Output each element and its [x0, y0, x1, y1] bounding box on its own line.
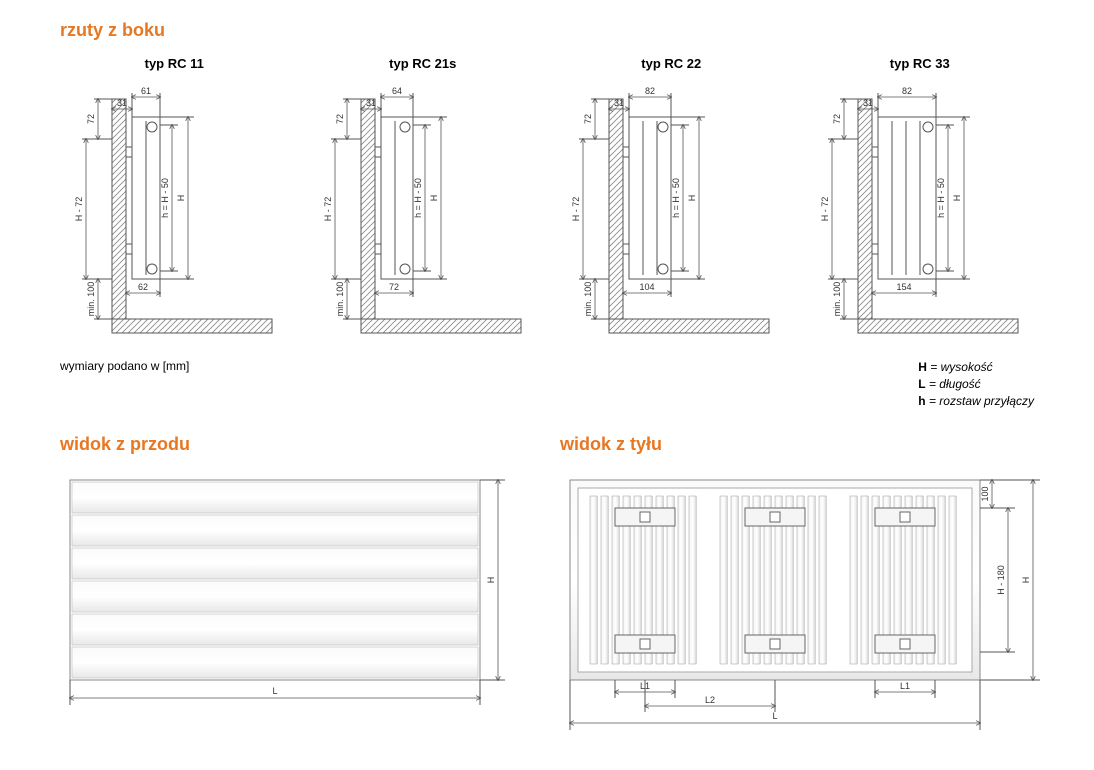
legend-H-desc: = wysokość [930, 360, 992, 374]
back-view-diagram: H H - 180 100 L L1 L1 [560, 470, 1060, 750]
svg-text:82: 82 [645, 86, 655, 96]
svg-text:82: 82 [902, 86, 912, 96]
back-view-col: widok z tyłu H H - 180 100 [560, 434, 1060, 750]
svg-text:104: 104 [640, 282, 655, 292]
svg-text:H - 72: H - 72 [820, 197, 830, 222]
legend: H = wysokość L = długość h = rozstaw prz… [918, 359, 1034, 409]
side-diagram: 82 31 72 H - 72 min. 100 104 h = H - 50 H [561, 79, 781, 349]
svg-text:64: 64 [392, 86, 402, 96]
legend-h-symbol: h [918, 394, 925, 408]
svg-text:L2: L2 [705, 695, 715, 705]
svg-text:H: H [1021, 577, 1031, 584]
svg-text:L: L [272, 686, 277, 696]
legend-H-symbol: H [918, 360, 927, 374]
side-diagram: 61 31 72 H - 72 min. 100 62 h = H - 50 H [64, 79, 284, 349]
front-view-col: widok z przodu H L [60, 434, 530, 750]
front-view-diagram: H L [60, 470, 530, 730]
svg-text:62: 62 [138, 282, 148, 292]
side-diagram: 64 31 72 H - 72 min. 100 72 h = H - 50 H [313, 79, 533, 349]
type-label: typ RC 11 [60, 56, 289, 71]
side-view: typ RC 11 61 31 72 H - 72 min. 100 62 h = H - 5… [60, 56, 289, 349]
side-diagram: 82 31 72 H - 72 min. 100 154 h = H - 50 H [810, 79, 1030, 349]
section-title-side: rzuty z boku [60, 20, 1034, 41]
svg-text:min. 100: min. 100 [86, 282, 96, 317]
side-view: typ RC 21s 64 31 72 H - 72 min. 100 72 h = H - … [309, 56, 538, 349]
legend-L-desc: = długość [929, 377, 981, 391]
svg-text:h = H - 50: h = H - 50 [413, 178, 423, 218]
section-title-back: widok z tyłu [560, 434, 1060, 455]
svg-text:100: 100 [980, 487, 990, 502]
section-title-front: widok z przodu [60, 434, 530, 455]
type-label: typ RC 21s [309, 56, 538, 71]
svg-text:31: 31 [614, 98, 624, 108]
svg-text:h = H - 50: h = H - 50 [671, 178, 681, 218]
svg-text:h = H - 50: h = H - 50 [160, 178, 170, 218]
svg-text:31: 31 [366, 98, 376, 108]
svg-text:min. 100: min. 100 [583, 282, 593, 317]
side-view: typ RC 33 82 31 72 H - 72 min. 100 154 h = H - … [806, 56, 1035, 349]
svg-text:72: 72 [583, 114, 593, 124]
svg-text:72: 72 [335, 114, 345, 124]
footer-row: wymiary podano w [mm] H = wysokość L = d… [60, 359, 1034, 409]
bottom-row: widok z przodu H L widok z tyłu [60, 434, 1034, 750]
type-label: typ RC 33 [806, 56, 1035, 71]
svg-text:H: H [486, 577, 496, 584]
svg-text:31: 31 [863, 98, 873, 108]
svg-text:H: H [687, 195, 697, 202]
svg-text:31: 31 [117, 98, 127, 108]
svg-text:H: H [176, 195, 186, 202]
svg-text:min. 100: min. 100 [832, 282, 842, 317]
svg-text:72: 72 [832, 114, 842, 124]
side-view: typ RC 22 82 31 72 H - 72 min. 100 104 h = H - … [557, 56, 786, 349]
type-label: typ RC 22 [557, 56, 786, 71]
dimensions-note: wymiary podano w [mm] [60, 359, 189, 409]
side-views-row: typ RC 11 61 31 72 H - 72 min. 100 62 h = H - 5… [60, 56, 1034, 349]
svg-text:H: H [952, 195, 962, 202]
svg-text:154: 154 [896, 282, 911, 292]
svg-text:H - 72: H - 72 [74, 197, 84, 222]
svg-text:H - 180: H - 180 [996, 566, 1006, 596]
svg-text:H: H [429, 195, 439, 202]
svg-text:72: 72 [86, 114, 96, 124]
svg-text:L: L [772, 711, 777, 721]
legend-L-symbol: L [918, 377, 925, 391]
svg-text:H - 72: H - 72 [323, 197, 333, 222]
svg-text:61: 61 [141, 86, 151, 96]
svg-text:h = H - 50: h = H - 50 [936, 178, 946, 218]
svg-text:H - 72: H - 72 [571, 197, 581, 222]
svg-text:72: 72 [389, 282, 399, 292]
svg-text:L1: L1 [900, 681, 910, 691]
legend-h-desc: = rozstaw przyłączy [929, 394, 1034, 408]
svg-text:min. 100: min. 100 [335, 282, 345, 317]
